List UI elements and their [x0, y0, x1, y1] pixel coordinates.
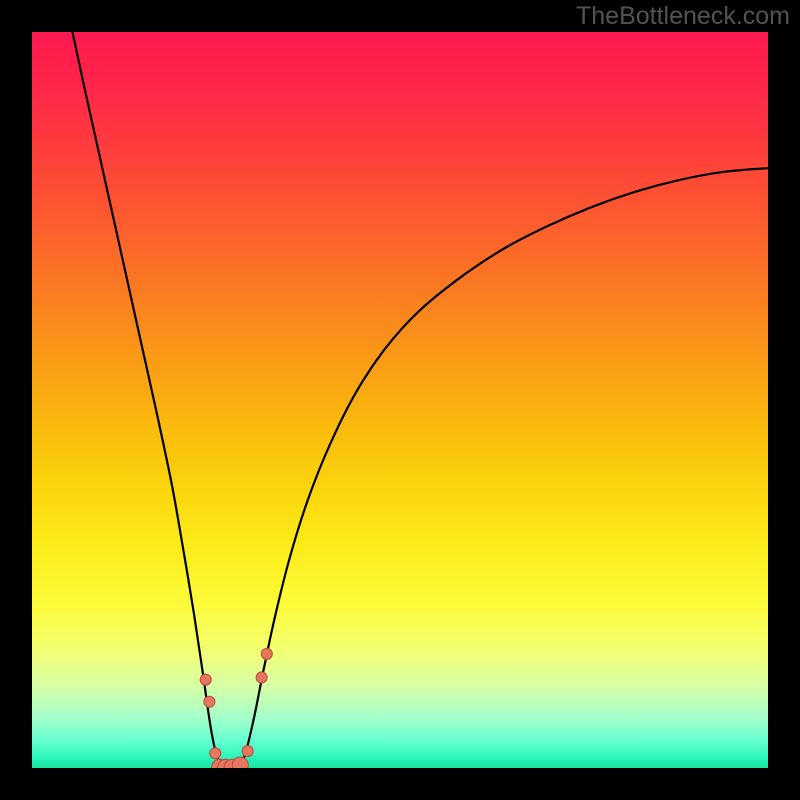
- data-marker: [200, 674, 211, 685]
- chart-container: TheBottleneck.com: [0, 0, 800, 800]
- data-marker: [261, 648, 272, 659]
- data-marker: [256, 672, 267, 683]
- data-marker: [242, 746, 253, 757]
- data-marker: [210, 748, 221, 759]
- plot-area: [32, 32, 768, 768]
- bottleneck-curve-chart: [32, 32, 768, 768]
- watermark-label: TheBottleneck.com: [576, 2, 790, 31]
- data-marker: [232, 757, 248, 768]
- data-marker: [204, 696, 215, 707]
- gradient-background: [32, 32, 768, 768]
